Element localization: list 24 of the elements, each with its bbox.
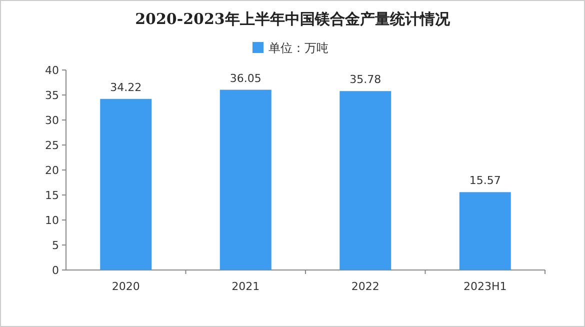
y-tick-label: 10 — [45, 214, 59, 227]
y-tick-label: 30 — [45, 114, 59, 127]
data-label: 15.57 — [469, 174, 501, 188]
chart-title: 2020-2023年上半年中国镁合金产量统计情况 — [135, 10, 451, 28]
x-tick-label: 2020 — [112, 280, 140, 293]
x-tick-label: 2023H1 — [463, 280, 507, 293]
data-label: 34.22 — [110, 80, 142, 94]
bar — [220, 90, 272, 270]
legend-label: 单位：万吨 — [268, 41, 328, 55]
y-tick-label: 0 — [52, 264, 59, 277]
y-tick-label: 15 — [45, 189, 59, 202]
y-tick-label: 35 — [45, 89, 59, 102]
y-tick-label: 5 — [52, 239, 59, 252]
bar — [340, 91, 392, 270]
bar — [459, 192, 511, 270]
y-tick-label: 25 — [45, 139, 59, 152]
data-label: 36.05 — [230, 72, 262, 85]
x-tick-label: 2021 — [232, 280, 260, 293]
x-tick-label: 2022 — [351, 280, 380, 293]
legend: 单位：万吨 — [252, 41, 328, 55]
data-label: 35.78 — [350, 73, 382, 86]
bar — [100, 98, 152, 270]
y-tick-label: 20 — [45, 164, 59, 177]
y-tick-label: 40 — [45, 64, 59, 77]
